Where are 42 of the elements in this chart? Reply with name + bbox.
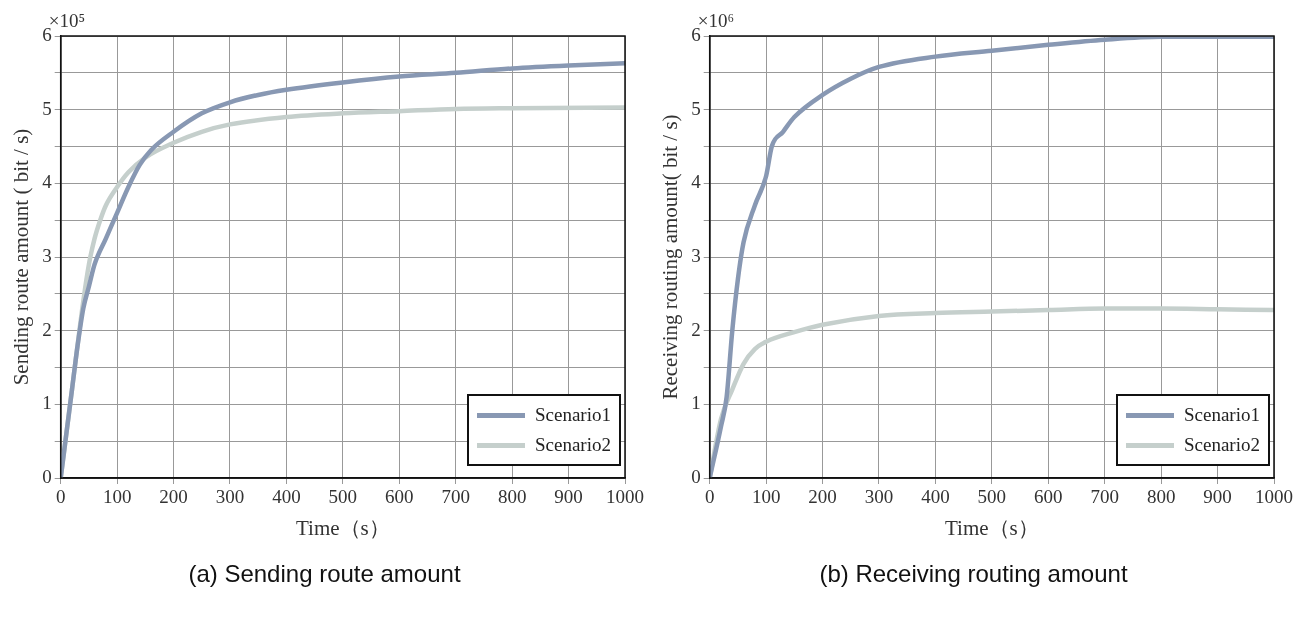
y-axis-title: Sending route amount ( bit / s) (9, 128, 34, 386)
x-tick-label: 600 (385, 486, 414, 508)
x-tick-label: 500 (977, 486, 1007, 508)
y-tick-label: 3 (42, 244, 52, 266)
text: (a) Sending route amount (187, 560, 462, 588)
x-tick-label: 900 (1203, 486, 1232, 508)
legend-label: Scenario2 (535, 434, 611, 456)
x-tick-label: 900 (554, 486, 583, 508)
x-tick-label: 200 (808, 486, 837, 508)
x-tick-label: 100 (102, 486, 132, 508)
x-tick-label: 100 (751, 486, 781, 508)
y-tick-label: 4 (42, 171, 53, 193)
x-axis-title: Time（s） (944, 515, 1039, 540)
x-tick-label: 500 (328, 486, 358, 508)
y-tick-label: 0 (42, 465, 52, 487)
y-tick-label: 2 (691, 318, 701, 340)
y-tick-label: 4 (691, 171, 702, 193)
x-tick-label: 1000 (606, 486, 644, 508)
y-tick-label: 1 (691, 392, 701, 414)
legend-label: Scenario2 (1184, 434, 1260, 456)
x-tick-label: 700 (441, 486, 470, 508)
x-tick-label: 700 (1090, 486, 1119, 508)
x-tick-label: 400 (921, 486, 950, 508)
x-tick-label: 600 (1034, 486, 1063, 508)
x-tick-label: 300 (864, 486, 894, 508)
x-tick-label: 800 (497, 486, 527, 508)
x-tick-label: 200 (159, 486, 188, 508)
legend-label: Scenario1 (1184, 404, 1260, 426)
x-tick-label: 300 (215, 486, 245, 508)
x-tick-label: 400 (272, 486, 301, 508)
y-tick-label: 1 (42, 392, 52, 414)
x-axis-title: Time（s） (295, 515, 390, 540)
y-tick-label: 3 (691, 244, 701, 266)
y-tick-label: 5 (691, 97, 701, 119)
y-tick-label: 5 (42, 97, 52, 119)
y-tick-label: 2 (42, 318, 52, 340)
x-tick-label: 800 (1146, 486, 1176, 508)
y-axis-title: Receiving routing amount( bit / s) (658, 114, 683, 400)
x-tick-label: 1000 (1255, 486, 1293, 508)
text: (b) Receiving routing amount (818, 560, 1129, 588)
y-tick-label: 0 (691, 465, 701, 487)
legend-label: Scenario1 (535, 404, 611, 426)
